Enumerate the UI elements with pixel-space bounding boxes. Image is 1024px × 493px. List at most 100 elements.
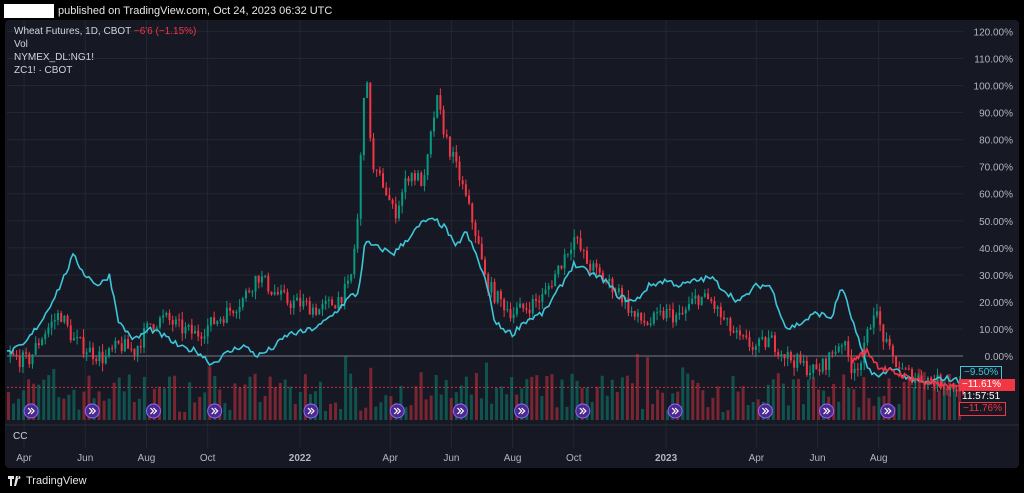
candle-body (726, 318, 729, 320)
legend-main[interactable]: Wheat Futures, 1D, CBOT −6'6 (−1.15%) (14, 26, 196, 37)
candle-body (522, 303, 525, 309)
legend-compare-zc[interactable]: ZC1! · CBOT (14, 65, 73, 76)
candle-body (920, 375, 923, 383)
volume-bar (716, 386, 720, 420)
candle-body (506, 309, 509, 311)
candle-body (719, 306, 722, 318)
volume-bar (530, 376, 534, 420)
pane-label-cc[interactable]: CC (13, 431, 28, 442)
chart-area[interactable]: 120.00% 110.00% 100.00% 90.00% 80.00% 70.00% 6… (5, 20, 1019, 468)
volume-bar (268, 376, 272, 420)
candle-body (149, 323, 152, 325)
volume-bar (872, 405, 876, 420)
candle-body (837, 346, 840, 352)
candle-body (366, 82, 369, 99)
badge-ng-value: −9.50% (960, 366, 1003, 380)
volume-bar (168, 376, 172, 420)
candle-body (286, 292, 289, 304)
candle-body (448, 136, 451, 157)
candle-body (114, 340, 117, 349)
candle-body (321, 303, 324, 310)
event-marker-arrow-icon (884, 407, 892, 415)
candle-body (480, 243, 483, 260)
candle-body (292, 300, 295, 309)
volume-bar (510, 377, 514, 420)
candle-body (222, 319, 225, 323)
candle-body (939, 374, 942, 389)
candle-body (280, 290, 283, 295)
volume-bar (67, 394, 71, 420)
series-line-ng[interactable] (6, 217, 964, 385)
candle-body (802, 360, 805, 363)
candle-body (439, 95, 442, 110)
volume-bar (877, 396, 881, 420)
candle-body (394, 203, 397, 219)
candle-body (270, 291, 273, 295)
candle-body (410, 173, 413, 182)
volume-bar (902, 381, 906, 420)
volume-bar (424, 399, 428, 420)
volume-bar (485, 362, 488, 420)
volume-bar (298, 392, 302, 420)
candle-body (324, 300, 327, 304)
volume-bar (17, 398, 21, 420)
volume-bar (414, 386, 418, 420)
volume-bar (505, 394, 509, 420)
volume-bar (912, 387, 916, 420)
volume-bar (575, 380, 579, 420)
candle-body (579, 238, 582, 250)
x-tick-label: Oct (566, 453, 582, 464)
candle-body (477, 236, 480, 244)
legend-volume[interactable]: Vol (14, 39, 28, 50)
candle-body (98, 351, 101, 362)
volume-bar (243, 384, 247, 420)
candle-body (127, 339, 130, 349)
candle-body (474, 222, 477, 237)
event-marker-arrow-icon (88, 407, 97, 415)
candle-body (955, 389, 958, 392)
candle-body (509, 309, 512, 319)
volume-bar (932, 383, 936, 420)
candle-body (254, 275, 257, 292)
candle-body (531, 298, 534, 314)
legend-compare-ng[interactable]: NYMEX_DL:NG1! (14, 52, 95, 63)
candle-body (468, 195, 471, 204)
candle-body (745, 335, 748, 338)
volume-bar (701, 390, 705, 420)
volume-bar (283, 379, 287, 420)
candle-body (907, 368, 910, 370)
candle-body (946, 388, 949, 390)
volume-bar (117, 377, 121, 420)
volume-bar (666, 410, 670, 420)
candle-body (327, 299, 330, 301)
candle-body (203, 336, 206, 339)
candle-body (442, 109, 445, 135)
candle-body (891, 345, 894, 356)
legend-main-name: Wheat Futures, 1D, CBOT (14, 26, 132, 37)
candle-body (493, 281, 496, 303)
y-tick-label: 90.00% (979, 109, 1013, 120)
candle-body (847, 341, 850, 357)
x-tick-label: Apr (382, 453, 398, 464)
x-tick-label: Jun (443, 453, 459, 464)
volume-bar (193, 402, 197, 420)
candle-body (343, 283, 346, 303)
volume-bar (867, 398, 871, 420)
y-tick-label: 20.00% (979, 298, 1013, 309)
volume-bar (731, 375, 735, 420)
price-chart[interactable]: 120.00% 110.00% 100.00% 90.00% 80.00% 70.00% 6… (5, 20, 1019, 468)
volume-bar (334, 402, 338, 420)
candle-body (350, 274, 353, 281)
series-line-zc[interactable] (850, 346, 964, 392)
candle-body (76, 337, 79, 339)
candle-body (50, 321, 53, 328)
candle-body (767, 337, 770, 348)
y-tick-label: 10.00% (979, 325, 1013, 336)
volume-bar (635, 354, 639, 420)
candle-body (235, 311, 238, 314)
candle-body (9, 353, 12, 356)
y-tick-label: 60.00% (979, 190, 1013, 201)
candle-body (295, 297, 298, 301)
volume-bar (188, 382, 192, 420)
volume-bar (183, 411, 187, 420)
